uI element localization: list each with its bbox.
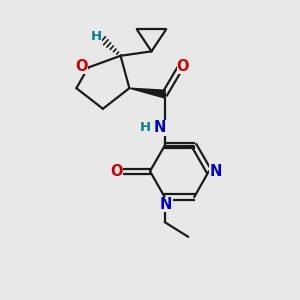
Polygon shape bbox=[129, 88, 165, 98]
Text: N: N bbox=[209, 164, 222, 179]
Text: N: N bbox=[160, 197, 172, 212]
Text: O: O bbox=[75, 58, 88, 74]
Text: H: H bbox=[140, 122, 151, 134]
Text: H: H bbox=[91, 30, 102, 43]
Text: O: O bbox=[110, 164, 123, 179]
Text: O: O bbox=[177, 58, 189, 74]
Text: N: N bbox=[154, 120, 167, 135]
